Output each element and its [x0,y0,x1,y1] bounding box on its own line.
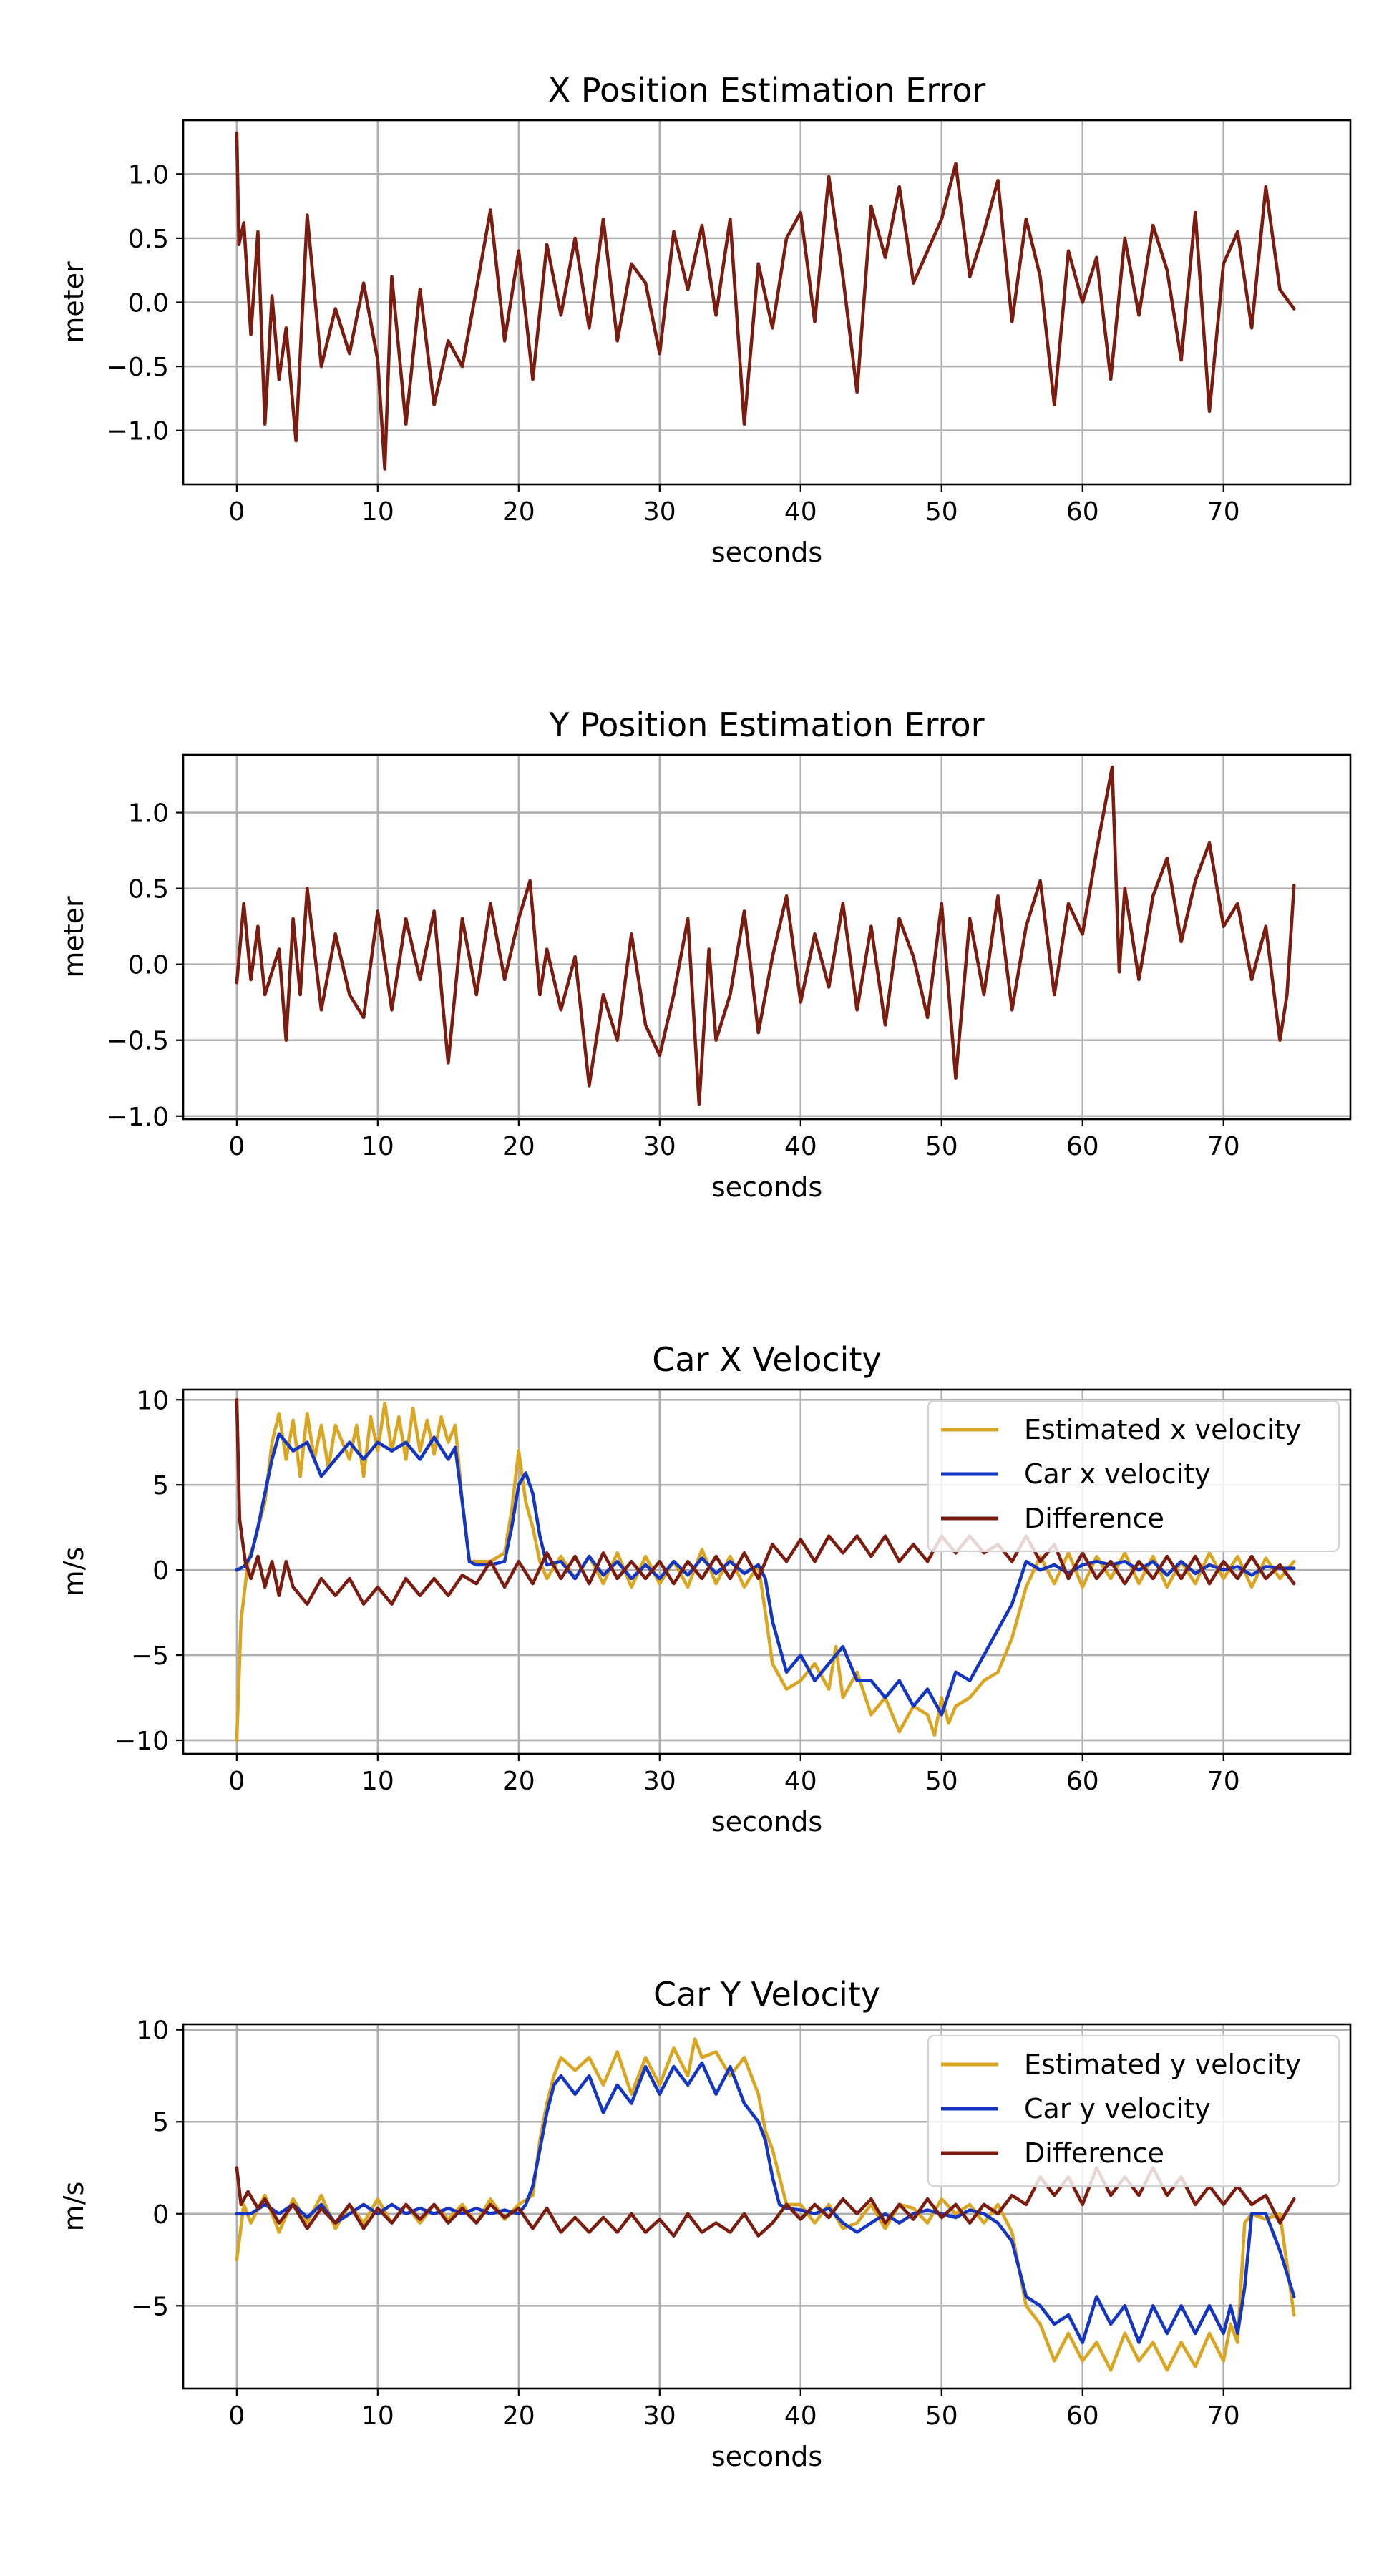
chart-4: 0 10 20 30 40 50 60 70 −5 0 5 10 Car Y Velocity secon… [58,1975,1352,2472]
x-tick-label: 70 [1207,2401,1240,2431]
plot-frame [182,2023,1352,2390]
x-axis-label: seconds [711,537,822,568]
x-tick-label: 40 [784,497,817,527]
x-tick-label: 40 [784,1132,817,1161]
y-axis-label: meter [58,896,89,978]
chart-title: Y Position Estimation Error [548,706,984,744]
x-tick-label: 20 [502,497,535,527]
chart-title: X Position Estimation Error [548,71,986,109]
x-tick-label: 50 [925,1767,958,1796]
plot-frame [182,1388,1352,1755]
y-tick-label: 0.5 [128,225,169,254]
series-line-car-x-velocity [235,1432,1296,1717]
x-tick-label: 60 [1066,1767,1099,1796]
y-tick-label: −5 [131,1641,169,1671]
x-tick-label: 40 [784,2401,817,2431]
legend-label: Car y velocity [1024,2093,1211,2124]
series-line-estimated-y-velocity [235,2037,1296,2372]
x-tick-label: 30 [643,1767,676,1796]
x-tick-label: 70 [1207,1132,1240,1161]
x-tick-label: 10 [361,497,394,527]
legend-label: Difference [1024,1503,1164,1534]
x-tick-label: 10 [361,2401,394,2431]
y-tick-label: 10 [136,2016,169,2046]
x-axis-label: seconds [711,1806,822,1838]
x-tick-label: 10 [361,1132,394,1161]
x-axis-label: seconds [711,2441,822,2472]
legend-label: Estimated x velocity [1024,1414,1301,1445]
chart-title: Car X Velocity [652,1340,881,1379]
chart-3: 0 10 20 30 40 50 60 70 −10 −5 0 5 10 Car X Velocity se… [58,1340,1352,1838]
y-tick-label: 0.0 [128,289,169,318]
series-line-error [235,131,1296,471]
x-tick-label: 20 [502,2401,535,2431]
x-tick-label: 60 [1066,2401,1099,2431]
chart-1: 0 10 20 30 40 50 60 70 −1.0 −0.5 0.0 0.5 1.0 X Positi… [58,71,1352,568]
legend-box [927,1400,1340,1553]
x-tick-label: 40 [784,1767,817,1796]
legend-label: Car x velocity [1024,1458,1211,1490]
series-line-car-y-velocity [235,2061,1296,2344]
x-tick-label: 70 [1207,497,1240,527]
x-tick-label: 0 [228,497,245,527]
y-tick-label: −10 [114,1727,169,1756]
x-tick-label: 60 [1066,497,1099,527]
y-axis-label: m/s [58,1547,89,1597]
legend-label: Estimated y velocity [1024,2049,1301,2080]
y-tick-label: −1.0 [107,417,169,447]
legend-box [927,2034,1340,2187]
x-tick-label: 0 [228,1767,245,1796]
y-tick-label: −0.5 [107,1027,169,1056]
y-tick-label: −5 [131,2292,169,2321]
x-tick-label: 50 [925,497,958,527]
x-tick-label: 30 [643,1132,676,1161]
x-tick-label: 60 [1066,1132,1099,1161]
x-tick-label: 30 [643,497,676,527]
x-axis-label: seconds [711,1171,822,1203]
x-tick-label: 50 [925,1132,958,1161]
y-tick-label: 5 [152,1471,169,1501]
plot-frame [182,753,1352,1121]
y-tick-label: 5 [152,2108,169,2137]
series-line-difference [235,2166,1296,2238]
series-line-error [235,765,1296,1106]
y-tick-label: −1.0 [107,1103,169,1132]
x-tick-label: 20 [502,1767,535,1796]
y-tick-label: 0.5 [128,875,169,904]
y-tick-label: −0.5 [107,353,169,382]
y-tick-label: 0.0 [128,951,169,980]
legend-label: Difference [1024,2137,1164,2169]
x-tick-label: 50 [925,2401,958,2431]
x-tick-label: 0 [228,1132,245,1161]
legend: Estimated y velocity Car y velocity Differ… [927,2034,1340,2187]
y-tick-label: 1.0 [128,799,169,829]
y-tick-label: 1.0 [128,160,169,190]
y-axis-label: meter [58,261,89,343]
x-tick-label: 30 [643,2401,676,2431]
legend: Estimated x velocity Car x velocity Differ… [927,1400,1340,1553]
series-line-difference [235,1398,1296,1606]
x-tick-label: 0 [228,2401,245,2431]
y-tick-label: 10 [136,1386,169,1415]
x-tick-label: 10 [361,1767,394,1796]
y-tick-label: 0 [152,2200,169,2230]
y-axis-label: m/s [58,2182,89,2232]
chart-2: 0 10 20 30 40 50 60 70 −1.0 −0.5 0.0 0.5 1.0 Y Positi… [58,706,1352,1203]
x-tick-label: 20 [502,1132,535,1161]
x-tick-label: 70 [1207,1767,1240,1796]
y-tick-label: 0 [152,1556,169,1586]
chart-title: Car Y Velocity [653,1975,880,2014]
